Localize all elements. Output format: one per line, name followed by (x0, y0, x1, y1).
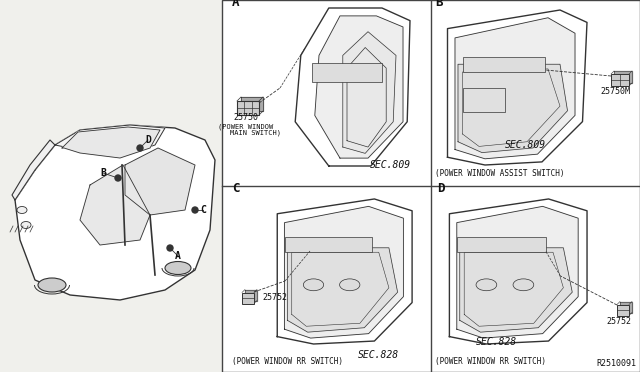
Polygon shape (287, 248, 397, 332)
Text: B: B (435, 0, 442, 9)
Polygon shape (447, 10, 587, 165)
Text: (POWER WINDOW: (POWER WINDOW (218, 123, 274, 129)
Bar (457, 237, 545, 252)
Bar (463, 87, 504, 112)
Text: A: A (175, 251, 181, 261)
Bar (611, 74, 629, 86)
Polygon shape (80, 165, 150, 245)
Text: SEC.828: SEC.828 (476, 337, 517, 347)
Bar (463, 57, 545, 72)
Bar (222, 0, 640, 372)
Circle shape (167, 245, 173, 251)
Text: SEC.809: SEC.809 (370, 160, 411, 170)
Circle shape (192, 207, 198, 213)
Text: 25752: 25752 (607, 317, 632, 326)
Text: 25750M: 25750M (600, 87, 630, 96)
Text: B: B (100, 168, 106, 178)
Ellipse shape (303, 279, 324, 291)
Polygon shape (620, 301, 632, 312)
Ellipse shape (165, 262, 191, 275)
Polygon shape (285, 206, 403, 338)
Text: R2510091: R2510091 (596, 359, 636, 368)
Ellipse shape (21, 221, 31, 228)
Bar (285, 237, 371, 252)
Polygon shape (245, 289, 257, 301)
Text: C: C (232, 182, 239, 195)
Text: D: D (145, 135, 151, 145)
Text: (POWER WINDOW ASSIST SWITCH): (POWER WINDOW ASSIST SWITCH) (435, 169, 564, 178)
Polygon shape (12, 140, 55, 200)
Polygon shape (614, 71, 632, 83)
Ellipse shape (17, 206, 27, 214)
Bar (237, 101, 259, 115)
Polygon shape (15, 125, 215, 300)
Polygon shape (455, 18, 575, 159)
Text: 25752: 25752 (262, 293, 287, 302)
Text: SEC.809: SEC.809 (505, 140, 546, 150)
Polygon shape (449, 199, 587, 344)
Bar (242, 292, 254, 304)
Text: SEC.828: SEC.828 (358, 350, 399, 360)
Polygon shape (62, 127, 160, 158)
Text: (POWER WINDOW RR SWITCH): (POWER WINDOW RR SWITCH) (232, 357, 343, 366)
Polygon shape (315, 16, 403, 158)
Circle shape (115, 175, 121, 181)
Ellipse shape (513, 279, 534, 291)
Polygon shape (125, 148, 195, 215)
Polygon shape (55, 125, 165, 155)
Ellipse shape (38, 278, 66, 292)
Polygon shape (343, 32, 396, 153)
Ellipse shape (340, 279, 360, 291)
Polygon shape (458, 64, 568, 153)
Ellipse shape (476, 279, 497, 291)
Polygon shape (457, 206, 578, 338)
Text: A: A (232, 0, 239, 9)
Text: 25750: 25750 (234, 113, 259, 122)
Circle shape (137, 145, 143, 151)
Text: (POWER WINDOW RR SWITCH): (POWER WINDOW RR SWITCH) (435, 357, 546, 366)
Text: D: D (437, 182, 445, 195)
Bar (312, 63, 382, 82)
Polygon shape (277, 199, 412, 344)
Polygon shape (295, 8, 410, 166)
Bar (617, 305, 629, 315)
Polygon shape (241, 97, 263, 111)
Polygon shape (460, 248, 572, 332)
Text: C: C (200, 205, 206, 215)
Text: MAIN SWITCH): MAIN SWITCH) (230, 130, 282, 137)
